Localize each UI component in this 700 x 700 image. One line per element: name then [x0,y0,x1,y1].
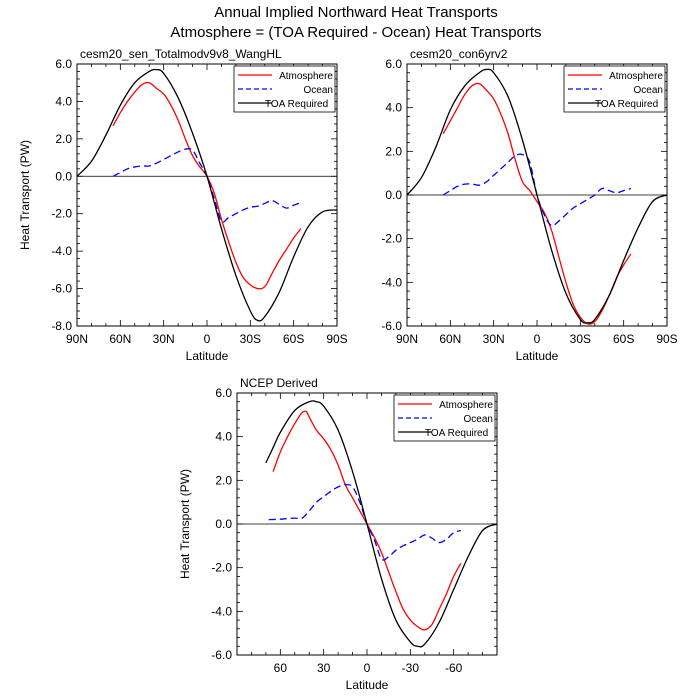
x-tick-label: 30N [153,332,175,346]
x-tick-label: -30 [402,661,420,675]
series-line-atmosphere [112,81,302,290]
y-tick-label: -4.0 [51,244,72,258]
series-line-atmosphere [272,410,462,631]
plot-panel-1: -8.0 -6.0 -4.0 -2.0 0.0 2.0 4.0 6.0 90N 60N 30N 0 30… [18,47,348,363]
y-tick-label: 6.0 [55,57,72,71]
legend-label: TOA Required [425,428,488,439]
x-tick-label: 90N [66,332,88,346]
y-tick-label: 4.0 [55,94,72,108]
y-tick-label: -8.0 [51,319,72,333]
y-tick-label: -6.0 [211,648,232,662]
y-axis-label: Heat Transport (PW) [18,140,32,250]
legend: Atmosphere Ocean TOA Required [563,65,666,113]
series-line-toa-required [407,68,667,324]
x-tick-label: 30 [317,661,331,675]
y-tick-label: -2.0 [211,561,232,575]
y-axis-label: Heat Transport (PW) [178,469,192,579]
y-tick-label: -2.0 [51,207,72,221]
legend-label: Atmosphere [279,71,333,82]
legend-label: TOA Required [265,99,328,110]
x-axis-label: Latitude [516,349,559,363]
legend-label: Ocean [634,85,663,96]
series-line-ocean [112,147,302,223]
x-tick-label: 30S [240,332,261,346]
y-tick-label: 0.0 [55,169,72,183]
x-tick-label: 0 [204,332,211,346]
x-tick-label: 0 [364,661,371,675]
x-tick-label: 90S [656,332,677,346]
x-tick-label: 30N [483,332,505,346]
y-tick-label: -6.0 [381,319,402,333]
y-tick-label: 6.0 [215,386,232,400]
x-tick-label: 60S [613,332,634,346]
x-tick-label: 60S [283,332,304,346]
legend: Atmosphere Ocean TOA Required [233,65,336,113]
y-tick-label: 6.0 [385,57,402,71]
plot-title: NCEP Derived [240,376,318,390]
series-line-toa-required [77,68,337,322]
y-tick-label: 2.0 [55,132,72,146]
x-tick-label: 60N [439,332,461,346]
legend-label: TOA Required [595,99,658,110]
series-line-ocean [442,153,632,227]
legend: Atmosphere Ocean TOA Required [393,394,496,442]
legend-label: Atmosphere [439,400,493,411]
y-tick-label: -6.0 [51,282,72,296]
legend-label: Atmosphere [609,71,663,82]
plot-panel-2: -6.0 -4.0 -2.0 0.0 2.0 4.0 6.0 90N 60N 30N 0 30S 60S… [381,47,677,363]
figure-title-line2: Atmosphere = (TOA Required - Ocean) Heat… [170,24,541,41]
y-tick-label: -4.0 [211,604,232,618]
legend-label: Ocean [304,85,333,96]
x-tick-label: 60 [274,661,288,675]
legend-label: Ocean [464,414,493,425]
plot-title: cesm20_sen_Totalmodv9v8_WangHL [80,47,282,61]
plot-panel-3: -6.0 -4.0 -2.0 0.0 2.0 4.0 6.0 60 30 0 -30 -60 NCEP … [178,376,498,692]
x-tick-label: 90S [326,332,347,346]
series-line-ocean [268,483,462,561]
x-tick-label: 60N [109,332,131,346]
y-tick-label: 0.0 [385,188,402,202]
x-tick-label: -60 [445,661,463,675]
y-tick-label: -2.0 [381,232,402,246]
y-tick-label: -4.0 [381,275,402,289]
y-tick-label: 2.0 [385,144,402,158]
x-tick-label: 30S [570,332,591,346]
x-axis-label: Latitude [186,349,229,363]
y-tick-label: 0.0 [215,517,232,531]
y-tick-label: 4.0 [385,101,402,115]
y-tick-label: 2.0 [215,473,232,487]
y-tick-label: 4.0 [215,430,232,444]
x-axis-label: Latitude [346,678,389,692]
x-tick-label: 90N [396,332,418,346]
x-tick-label: 0 [534,332,541,346]
figure-title-line1: Annual Implied Northward Heat Transports [214,4,497,21]
plot-title: cesm20_con6yrv2 [410,47,508,61]
series-line-toa-required [265,400,497,648]
series-line-atmosphere [442,82,632,325]
